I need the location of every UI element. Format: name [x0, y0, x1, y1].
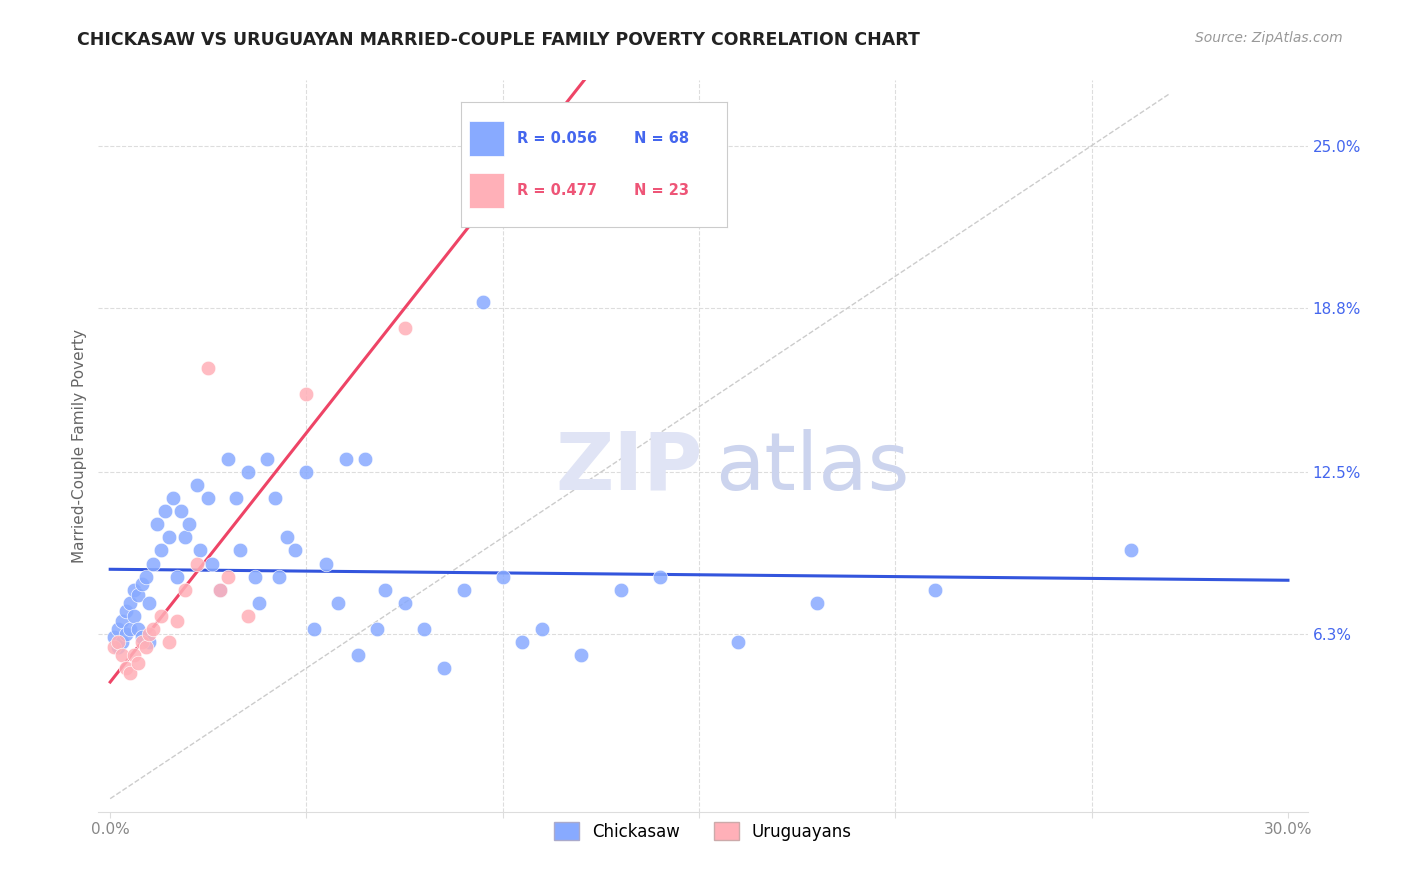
Point — [115, 661, 138, 675]
Point — [170, 504, 193, 518]
Point — [118, 596, 141, 610]
Point — [153, 504, 176, 518]
Point — [157, 635, 180, 649]
Point — [727, 635, 749, 649]
Point — [166, 614, 188, 628]
Point — [453, 582, 475, 597]
Point — [127, 622, 149, 636]
Point — [115, 627, 138, 641]
Point — [166, 569, 188, 583]
Point — [217, 569, 239, 583]
Point — [217, 452, 239, 467]
Point — [122, 608, 145, 623]
Point — [295, 465, 318, 479]
Point — [315, 557, 337, 571]
Point — [177, 517, 200, 532]
Point — [131, 577, 153, 591]
Point — [335, 452, 357, 467]
Point — [267, 569, 290, 583]
Point — [247, 596, 270, 610]
Point — [162, 491, 184, 506]
Point — [131, 635, 153, 649]
Point — [186, 557, 208, 571]
Point — [197, 360, 219, 375]
Point — [295, 386, 318, 401]
Point — [142, 557, 165, 571]
Point — [374, 582, 396, 597]
Point — [304, 622, 326, 636]
Point — [394, 596, 416, 610]
Point — [201, 557, 224, 571]
Point — [472, 178, 495, 192]
Text: ZIP: ZIP — [555, 429, 703, 507]
Point — [236, 608, 259, 623]
Text: Source: ZipAtlas.com: Source: ZipAtlas.com — [1195, 31, 1343, 45]
Point — [236, 465, 259, 479]
Point — [118, 666, 141, 681]
Point — [366, 622, 388, 636]
Point — [326, 596, 349, 610]
Point — [127, 656, 149, 670]
Point — [173, 582, 195, 597]
Point — [354, 452, 377, 467]
Point — [107, 640, 129, 655]
Point — [138, 627, 160, 641]
Point — [142, 622, 165, 636]
Point — [186, 478, 208, 492]
Point — [138, 635, 160, 649]
Point — [115, 604, 138, 618]
Point — [111, 648, 134, 662]
Point — [122, 648, 145, 662]
Point — [433, 661, 456, 675]
Legend: Chickasaw, Uruguayans: Chickasaw, Uruguayans — [547, 816, 859, 847]
Point — [648, 569, 671, 583]
Point — [492, 569, 515, 583]
Point — [346, 648, 368, 662]
Point — [413, 622, 436, 636]
Point — [150, 608, 173, 623]
Point — [107, 635, 129, 649]
Point — [146, 517, 169, 532]
Point — [135, 569, 157, 583]
Point — [190, 543, 212, 558]
Point — [394, 321, 416, 335]
Point — [135, 640, 157, 655]
Point — [276, 530, 298, 544]
Point — [131, 630, 153, 644]
Point — [256, 452, 278, 467]
Point — [209, 582, 232, 597]
Point — [225, 491, 247, 506]
Text: CHICKASAW VS URUGUAYAN MARRIED-COUPLE FAMILY POVERTY CORRELATION CHART: CHICKASAW VS URUGUAYAN MARRIED-COUPLE FA… — [77, 31, 920, 49]
Point — [512, 635, 534, 649]
Point — [806, 596, 828, 610]
Y-axis label: Married-Couple Family Poverty: Married-Couple Family Poverty — [72, 329, 87, 563]
Point — [127, 588, 149, 602]
Point — [472, 295, 495, 310]
Point — [609, 582, 631, 597]
Point — [173, 530, 195, 544]
Point — [284, 543, 307, 558]
Point — [111, 614, 134, 628]
Point — [924, 582, 946, 597]
Point — [229, 543, 252, 558]
Point — [569, 648, 592, 662]
Point — [107, 622, 129, 636]
Point — [1119, 543, 1142, 558]
Point — [150, 543, 173, 558]
Point — [122, 582, 145, 597]
Point — [103, 630, 125, 644]
Point — [264, 491, 287, 506]
Point — [209, 582, 232, 597]
Point — [197, 491, 219, 506]
Point — [138, 596, 160, 610]
Point — [245, 569, 267, 583]
Point — [111, 635, 134, 649]
Point — [118, 622, 141, 636]
Point — [157, 530, 180, 544]
Point — [103, 640, 125, 655]
Point — [531, 622, 554, 636]
Text: atlas: atlas — [716, 429, 910, 507]
